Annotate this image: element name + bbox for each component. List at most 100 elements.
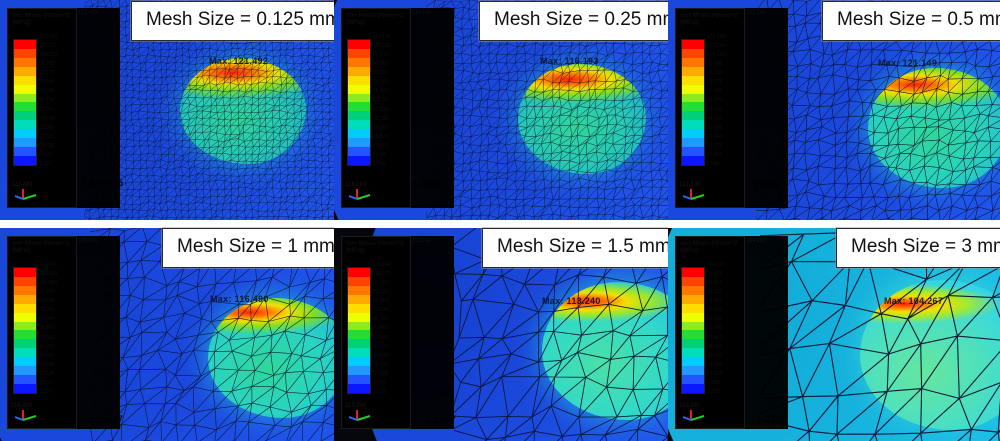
colorbar-tick-label: 34.089: [373, 124, 389, 131]
colorbar-band: [348, 66, 370, 76]
colorbar-tick-label: 99.772: [373, 52, 389, 59]
legend-title: von Mises (N/mm^2 (MPa)): [680, 12, 738, 26]
colorbar-tick-label: 78.594: [39, 79, 55, 86]
legend-footer: 121.492: [11, 182, 74, 189]
legend-gutter-text: 104.267: [746, 238, 766, 244]
mesh-size-caption: Mesh Size = 0.25 mm: [479, 1, 668, 41]
colorbar-tick-label: 89.332: [373, 289, 389, 296]
row-gap: [0, 220, 334, 228]
legend-footer: 116.193: [345, 182, 408, 189]
colorbar-band: [682, 66, 704, 76]
colorbar-band: [682, 357, 704, 367]
colorbar-band: [14, 155, 36, 165]
colorbar-band: [682, 75, 704, 85]
colorbar-tick-label: 42.321: [39, 343, 55, 350]
colorbar-tick-label: 9.357: [39, 379, 52, 386]
colorbar-tick-label: 104.333: [39, 52, 58, 59]
colorbar-band: [14, 111, 36, 121]
colorbar-band: [348, 102, 370, 112]
panel-mesh-3: Max: 104.267 1.3326 104.267 von Mises (N…: [668, 220, 1000, 441]
colorbar-tick-label: 113.240: [373, 262, 391, 268]
panel-mesh-0p5: Max: 121.149 1.949 121.149 von Mises (N/…: [668, 0, 1000, 220]
colorbar-tick-label: 78.578: [707, 79, 723, 86]
max-stress-annotation: Max: 116.490: [210, 294, 269, 304]
colorbar-band: [14, 375, 36, 384]
colorbar-tick-label: 81.363: [373, 298, 389, 305]
max-stress-annotation: Max: 121.492: [209, 56, 269, 66]
colorbar-tick-label: 41.517: [373, 343, 389, 350]
colorbar: [681, 39, 705, 166]
colorbar-tick-label: 75.141: [373, 79, 389, 86]
colorbar-band: [682, 138, 704, 148]
colorbar-tick-label: 95.753: [39, 61, 55, 68]
color-legend: von Mises (N/mm^2 (MPa)) 113.240 105.271 9…: [341, 236, 411, 429]
viewport: Max: 104.267 1.3326 104.267 von Mises (N…: [668, 228, 1000, 441]
colorbar-tick-label: 25.578: [373, 361, 389, 368]
colorbar-tick-label: 66.931: [373, 88, 389, 95]
colorbar-band: [14, 268, 36, 277]
legend-gutter: 121.149: [744, 8, 788, 208]
colorbar-tick-label: 97.302: [373, 280, 389, 287]
colorbar-tick-label: 38.095: [707, 343, 723, 350]
legend-gutter-text: 113.240: [412, 238, 432, 244]
colorbar-tick-label: 112.635: [707, 43, 725, 50]
legend-max-value: 121.149: [679, 182, 701, 188]
colorbar-tick-label: 112.912: [39, 43, 57, 50]
colorbar-tick-label: 49.486: [373, 334, 389, 341]
colorbar-tick-label: 83.526: [39, 298, 55, 305]
colorbar-band: [682, 129, 704, 139]
colorbar-band: [682, 147, 704, 156]
panel-mesh-1: Max: 116.490 1.11547 116.490 von Mises (…: [0, 220, 334, 441]
axis-triad-icon: [682, 410, 705, 421]
colorbar-band: [348, 75, 370, 85]
colorbar-band: [682, 84, 704, 94]
mesh-size-caption: Mesh Size = 0.125 mm: [131, 1, 334, 41]
colorbar-band: [348, 330, 370, 340]
colorbar-band: [14, 147, 36, 156]
mesh-size-caption: Mesh Size = 3 mm: [836, 228, 1000, 268]
colorbar-band: [14, 321, 36, 331]
colorbar-tick-label: 52.854: [39, 106, 55, 113]
colorbar-tick-label: 18.536: [39, 142, 55, 149]
colorbar-band: [682, 120, 704, 130]
colorbar-band: [348, 48, 370, 58]
legend-gutter-text: 116.490: [78, 238, 98, 244]
colorbar-tick-label: 34.080: [39, 352, 55, 359]
colorbar-band: [682, 40, 704, 49]
colorbar-tick-label: 61.434: [39, 97, 55, 104]
legend-max-value: 121.492: [11, 182, 33, 188]
colorbar-tick-label: 100.008: [39, 280, 58, 287]
legend-gutter-text: 121.149: [746, 10, 766, 16]
colorbar-tick-label: 9.956: [39, 151, 52, 158]
colorbar-tick-label: 67.505: [707, 307, 723, 314]
legend-title: von Mises (N/mm^2 (MPa)): [12, 240, 70, 254]
legend-footer: 121.149: [679, 182, 742, 189]
colorbar-band: [682, 285, 704, 295]
axis-triad-icon: [682, 189, 705, 200]
colorbar-ticklabels: 104.267 96.915 89.562 82.210 74.857 67.505 60.…: [707, 263, 741, 395]
colorbar-tick-label: 36.006: [707, 124, 723, 131]
colorbar-band: [682, 348, 704, 358]
colorbar-tick-label: 42.300: [373, 115, 389, 122]
colorbar-band: [14, 75, 36, 85]
max-stress-annotation: Max: 113.240: [542, 296, 601, 306]
colorbar-tick-label: 9.458: [373, 151, 386, 158]
colorbar-tick-label: 1.248: [373, 160, 386, 167]
colorbar-band: [682, 155, 704, 165]
colorbar-band: [348, 57, 370, 67]
colorbar-ticklabels: 121.149 112.635 104.120 95.606 87.092 78.578 7…: [707, 35, 741, 167]
colorbar-tick-label: 70.014: [39, 88, 55, 95]
colorbar-tick-label: 33.548: [373, 352, 389, 359]
colorbar-tick-label: 44.520: [707, 115, 723, 122]
max-stress-annotation: Max: 121.149: [878, 58, 938, 68]
colorbar-band: [682, 339, 704, 349]
legend-title: von Mises (N/mm^2 (MPa)): [346, 12, 404, 26]
colorbar-tick-label: 107.983: [373, 43, 392, 50]
colorbar: [347, 39, 371, 166]
colorbar-band: [14, 57, 36, 67]
colorbar-band: [14, 348, 36, 358]
colorbar-tick-label: 50.562: [39, 334, 55, 341]
colorbar-tick-label: 25.839: [39, 361, 55, 368]
colorbar-band: [348, 375, 370, 384]
viewport: Max: 121.492 1.376235 121.492 von Mises …: [0, 0, 334, 220]
